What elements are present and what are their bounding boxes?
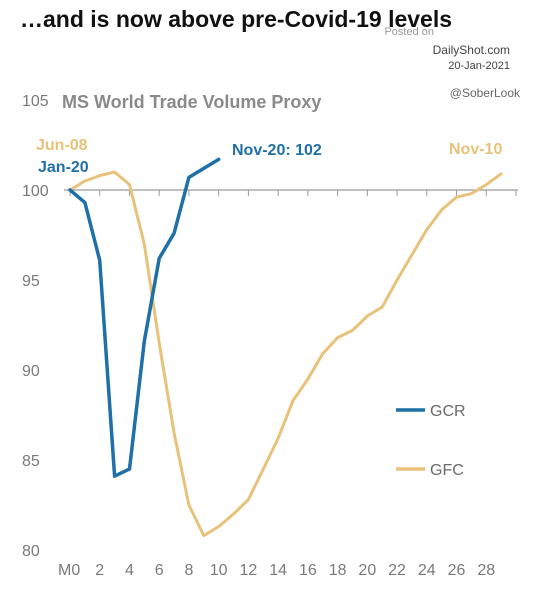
y-tick-label-90: 90 bbox=[22, 363, 40, 380]
legend: GCR GFC bbox=[396, 403, 466, 479]
headline: …and is now above pre-Covid-19 levels bbox=[20, 6, 453, 32]
x-tick-label-26: 26 bbox=[448, 562, 466, 579]
x-tick-label-4: 4 bbox=[125, 562, 134, 579]
annotation-gfc-end: Nov-10 bbox=[449, 141, 502, 158]
x-tick-label-18: 18 bbox=[329, 562, 347, 579]
watermark-site: DailyShot.com bbox=[432, 43, 510, 57]
annotation-gcr-end: Nov-20: 102 bbox=[232, 142, 322, 159]
annotations: Jun-08 Jan-20 Nov-20: 102 Nov-10 bbox=[36, 137, 502, 176]
y-tick-label-100: 100 bbox=[22, 183, 49, 200]
x-tick-label-12: 12 bbox=[240, 562, 258, 579]
y-tick-label-95: 95 bbox=[22, 273, 40, 290]
legend-label-gcr: GCR bbox=[430, 403, 466, 420]
reference-line-ticks bbox=[69, 190, 517, 196]
series-line-gcr bbox=[68, 157, 221, 478]
series-line-gfc bbox=[68, 170, 503, 538]
x-tick-label-14: 14 bbox=[269, 562, 287, 579]
y-tick-label-105: 105 bbox=[22, 93, 49, 110]
annotation-gfc-start: Jun-08 bbox=[36, 137, 88, 154]
x-tick-label-16: 16 bbox=[299, 562, 317, 579]
y-axis: 80 85 90 95 100 105 bbox=[22, 93, 49, 560]
watermark-posted: Posted on bbox=[384, 26, 434, 38]
x-tick-label-8: 8 bbox=[184, 562, 193, 579]
annotation-gcr-start: Jan-20 bbox=[38, 159, 89, 176]
x-tick-label-20: 20 bbox=[358, 562, 376, 579]
chart-title: MS World Trade Volume Proxy bbox=[62, 92, 321, 112]
x-tick-label-24: 24 bbox=[418, 562, 436, 579]
watermark-date: 20-Jan-2021 bbox=[448, 60, 510, 72]
legend-label-gfc: GFC bbox=[430, 462, 464, 479]
x-tick-label-6: 6 bbox=[155, 562, 164, 579]
series-layer bbox=[68, 157, 503, 538]
x-tick-label-M0: M0 bbox=[58, 562, 80, 579]
x-tick-label-10: 10 bbox=[210, 562, 228, 579]
x-axis: M0 2 4 6 8 10 12 14 16 18 20 22 24 26 28 bbox=[58, 562, 495, 579]
x-tick-label-28: 28 bbox=[477, 562, 495, 579]
x-tick-label-2: 2 bbox=[95, 562, 104, 579]
y-tick-label-80: 80 bbox=[22, 543, 40, 560]
y-tick-label-85: 85 bbox=[22, 453, 40, 470]
x-tick-label-22: 22 bbox=[388, 562, 406, 579]
watermark-handle: @SoberLook bbox=[449, 86, 520, 100]
